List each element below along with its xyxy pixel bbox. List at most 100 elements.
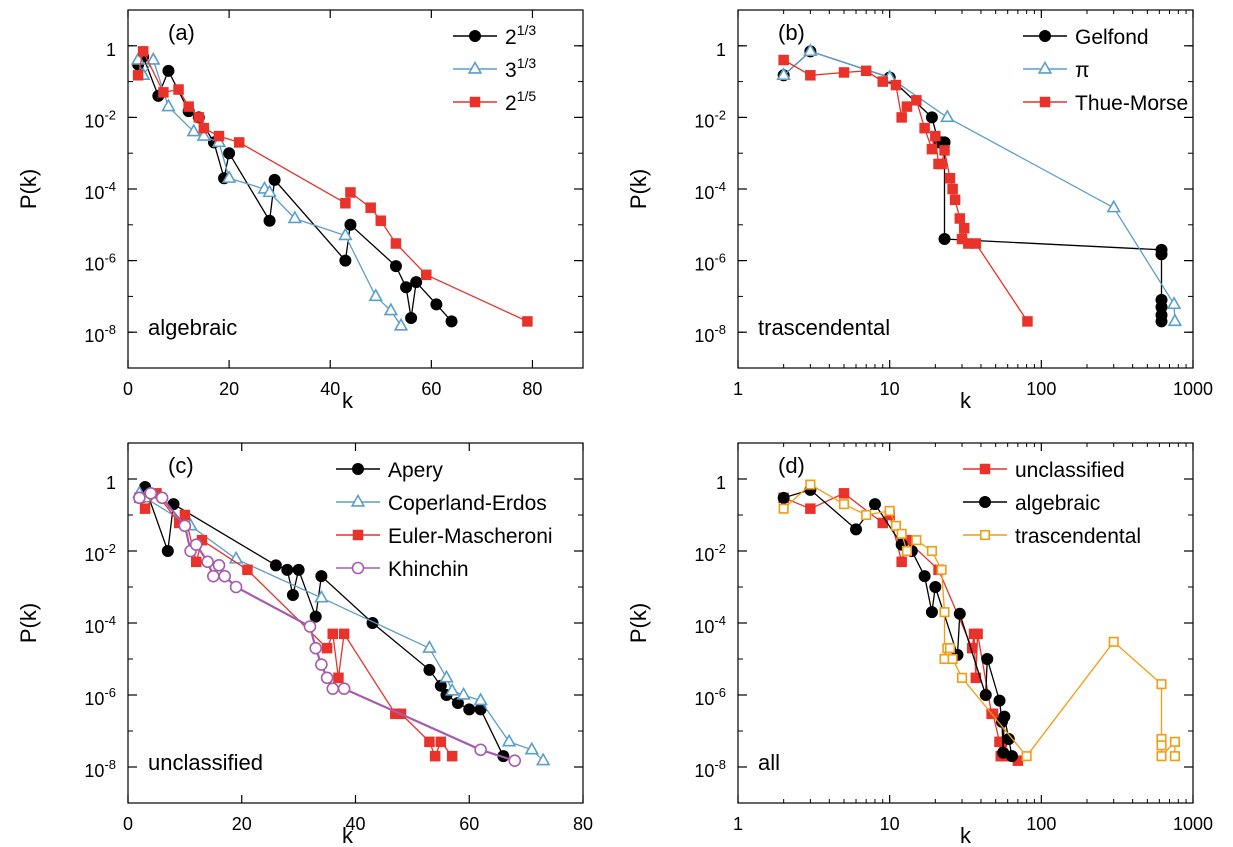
y-tick-label: 10-8	[694, 757, 726, 781]
x-tick-label: 1	[733, 814, 743, 834]
data-point	[958, 223, 970, 234]
data-point	[838, 67, 850, 78]
y-tick-label: 10-4	[694, 179, 726, 203]
data-point	[805, 70, 816, 81]
legend-label: unclassified	[1015, 459, 1125, 482]
legend-label: algebraic	[1015, 492, 1100, 515]
data-point	[884, 505, 895, 516]
panel-label: (c)	[168, 453, 194, 478]
plot-frame	[737, 442, 1194, 804]
y-tick-exponent: -6	[714, 251, 726, 266]
data-point	[805, 479, 816, 490]
legend-label-exponent: 1/3	[517, 22, 537, 38]
data-point	[400, 281, 413, 294]
y-tick-label: 10-2	[694, 107, 726, 131]
data-point	[389, 260, 402, 273]
data-point	[383, 302, 399, 316]
data-point	[979, 689, 992, 701]
x-tick-label: 80	[522, 379, 542, 399]
data-point	[868, 498, 881, 511]
data-point	[201, 555, 214, 569]
data-point	[193, 112, 205, 123]
y-tick-label: 10-2	[694, 541, 726, 565]
series-1	[776, 43, 1183, 327]
data-point	[228, 550, 244, 564]
series-2	[132, 46, 533, 327]
data-point	[901, 545, 912, 557]
data-point	[1156, 740, 1167, 751]
legend-marker	[352, 463, 364, 475]
legend-marker	[352, 529, 364, 541]
data-point	[444, 682, 460, 696]
data-point	[375, 215, 387, 226]
x-tick-label: 1000	[1173, 814, 1213, 834]
data-point	[972, 628, 983, 640]
panel-c: 0 20 40 60 80110-210-410-610-8kP(k)(c)unclas…	[16, 442, 593, 847]
x-tick-label: 20	[219, 379, 239, 399]
y-tick-exponent: -4	[104, 613, 116, 628]
y-tick-exponent: -6	[104, 685, 116, 700]
data-point	[463, 703, 476, 716]
y-tick-exponent: -2	[714, 107, 726, 122]
data-point	[850, 523, 863, 536]
data-point	[987, 708, 999, 720]
x-axis-label: k	[960, 388, 972, 413]
data-point	[161, 98, 176, 112]
legend-label: Khinchin	[388, 558, 469, 581]
y-tick-exponent: -2	[714, 541, 726, 556]
legend: Gelfond π Thue-Morse	[1023, 26, 1188, 115]
y-tick-label: 10-2	[84, 541, 116, 565]
data-point	[424, 736, 435, 748]
legend-label: Gelfond	[1075, 26, 1149, 49]
data-point	[213, 130, 225, 142]
x-tick-label: 1	[733, 379, 743, 399]
data-point	[929, 581, 942, 593]
data-point	[327, 628, 338, 640]
y-tick-label: 10-4	[694, 613, 726, 637]
y-tick-base: 10	[84, 689, 104, 709]
data-point	[281, 563, 294, 576]
data-point	[207, 569, 220, 583]
data-point	[315, 570, 328, 583]
data-point	[191, 556, 202, 568]
legend-marker	[979, 529, 991, 541]
y-tick-label: 10-4	[84, 179, 116, 203]
data-point	[314, 589, 329, 603]
y-tick-label: 10-8	[694, 322, 726, 346]
legend-marker	[467, 60, 483, 74]
data-point	[422, 640, 437, 653]
legend-marker	[1039, 96, 1051, 108]
data-point	[186, 123, 201, 137]
data-point	[320, 671, 334, 685]
data-point	[445, 315, 458, 328]
y-tick-label: 1	[716, 40, 726, 60]
panel-label: (b)	[778, 20, 805, 45]
data-point	[173, 84, 184, 95]
x-tick-label: 60	[421, 379, 441, 399]
panel-label: (a)	[168, 20, 195, 45]
legend: unclassified algebraic trascendental	[963, 459, 1141, 548]
data-point	[970, 238, 982, 249]
y-tick-exponent: -2	[104, 107, 116, 122]
series-3	[133, 487, 522, 767]
data-point	[778, 503, 789, 514]
data-point	[1167, 313, 1183, 327]
legend-label: 21/5	[505, 88, 536, 115]
legend-marker	[351, 561, 365, 575]
legend-label-exponent: 1/3	[517, 55, 537, 71]
data-point	[218, 569, 231, 583]
y-tick-label: 1	[716, 473, 726, 493]
y-tick-base: 10	[694, 326, 714, 346]
data-point	[803, 43, 818, 57]
y-tick-base: 10	[694, 761, 714, 781]
data-point	[337, 682, 351, 695]
x-tick-label: 0	[123, 814, 133, 834]
y-tick-base: 10	[84, 617, 104, 637]
data-point	[435, 736, 447, 748]
y-tick-label: 10-6	[694, 685, 726, 709]
data-point	[368, 288, 383, 302]
data-point	[326, 682, 340, 695]
data-point	[309, 610, 322, 623]
y-tick-label: 10-6	[84, 685, 116, 709]
